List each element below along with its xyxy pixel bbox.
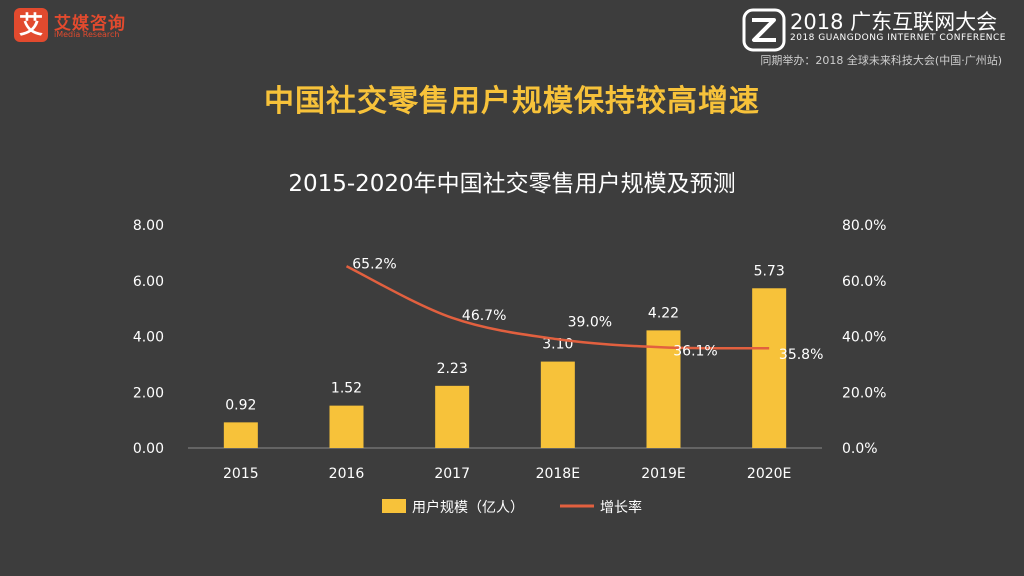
conference-subtitle: 2018 GUANGDONG INTERNET CONFERENCE bbox=[790, 33, 1006, 43]
line-data-label: 39.0% bbox=[568, 314, 612, 330]
right-axis-tick-label: 40.0% bbox=[842, 330, 886, 346]
line-data-label: 35.8% bbox=[779, 347, 823, 363]
x-axis-tick-label: 2020E bbox=[747, 466, 791, 482]
left-axis-tick-label: 6.00 bbox=[133, 274, 164, 290]
right-axis-tick-label: 20.0% bbox=[842, 385, 886, 401]
bar bbox=[223, 422, 258, 448]
legend-label-growth: 增长率 bbox=[600, 499, 642, 516]
chart-title: 2015-2020年中国社交零售用户规模及预测 bbox=[288, 171, 736, 197]
conference-emblem-icon bbox=[742, 8, 786, 52]
legend-label-users: 用户规模（亿人） bbox=[412, 499, 524, 516]
right-axis-tick-label: 80.0% bbox=[842, 218, 886, 234]
x-axis-tick-label: 2016 bbox=[329, 466, 365, 482]
imedia-logo: 艾 艾媒咨询 iMedia Research bbox=[14, 8, 154, 44]
conference-logo: 2018 广东互联网大会 2018 GUANGDONG INTERNET CON… bbox=[742, 6, 1005, 67]
conference-title: 2018 广东互联网大会 bbox=[790, 10, 998, 34]
conference-sync-note: 同期举办：2018 全球未来科技大会(中国·广州站) bbox=[760, 54, 1002, 67]
right-axis-tick-label: 0.0% bbox=[842, 441, 878, 457]
bar-data-label: 5.73 bbox=[754, 263, 785, 279]
bar bbox=[752, 288, 787, 448]
left-axis-tick-label: 2.00 bbox=[133, 385, 164, 401]
bar-data-label: 2.23 bbox=[437, 361, 468, 377]
line-data-label: 46.7% bbox=[462, 308, 506, 324]
page-title: 中国社交零售用户规模保持较高增速 bbox=[264, 84, 760, 119]
left-axis-tick-label: 4.00 bbox=[133, 330, 164, 346]
bar-data-label: 0.92 bbox=[225, 397, 256, 413]
bar bbox=[329, 405, 364, 448]
growth-rate-line bbox=[345, 265, 770, 350]
line-data-label: 36.1% bbox=[673, 343, 717, 359]
legend-swatch-bar bbox=[382, 499, 406, 513]
bar-data-labels: 0.921.522.233.104.225.73 bbox=[225, 263, 785, 413]
bar bbox=[435, 385, 470, 448]
left-axis-tick-label: 8.00 bbox=[133, 218, 164, 234]
x-axis-tick-label: 2017 bbox=[434, 466, 470, 482]
legend: 用户规模（亿人） 增长率 bbox=[382, 499, 642, 516]
line-data-label: 65.2% bbox=[352, 256, 396, 272]
imedia-logo-name: 艾媒咨询 bbox=[54, 14, 126, 34]
bar-data-label: 1.52 bbox=[331, 381, 362, 397]
left-axis: 0.00 2.00 4.00 6.00 8.00 bbox=[133, 218, 164, 457]
right-axis-tick-label: 60.0% bbox=[842, 274, 886, 290]
x-axis-tick-label: 2015 bbox=[223, 466, 259, 482]
line-data-labels: 65.2% 46.7% 39.0% 36.1% 35.8% bbox=[352, 256, 823, 363]
bar-series bbox=[223, 288, 787, 448]
bar bbox=[540, 361, 575, 448]
x-axis-tick-label: 2019E bbox=[641, 466, 685, 482]
left-axis-tick-label: 0.00 bbox=[133, 441, 164, 457]
imedia-logo-name-en: iMedia Research bbox=[54, 30, 120, 39]
right-axis: 0.0% 20.0% 40.0% 60.0% 80.0% bbox=[842, 218, 886, 457]
bar bbox=[646, 330, 681, 448]
imedia-logo-mark: 艾 bbox=[14, 8, 48, 42]
bar-data-label: 4.22 bbox=[648, 305, 679, 321]
x-axis-tick-label: 2018E bbox=[536, 466, 580, 482]
x-axis: 2015 2016 2017 2018E 2019E 2020E bbox=[223, 466, 791, 482]
